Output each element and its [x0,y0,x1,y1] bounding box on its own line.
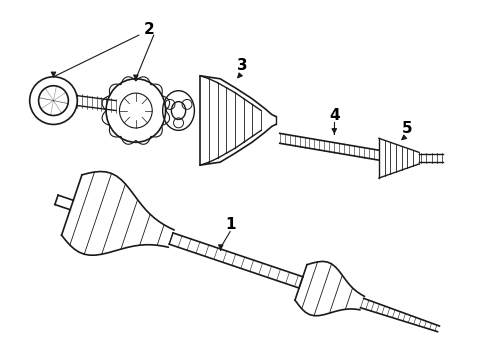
Text: 2: 2 [144,22,154,37]
Text: 3: 3 [237,58,247,73]
Text: 1: 1 [225,217,235,232]
Text: 5: 5 [401,121,412,136]
Text: 4: 4 [329,108,340,123]
